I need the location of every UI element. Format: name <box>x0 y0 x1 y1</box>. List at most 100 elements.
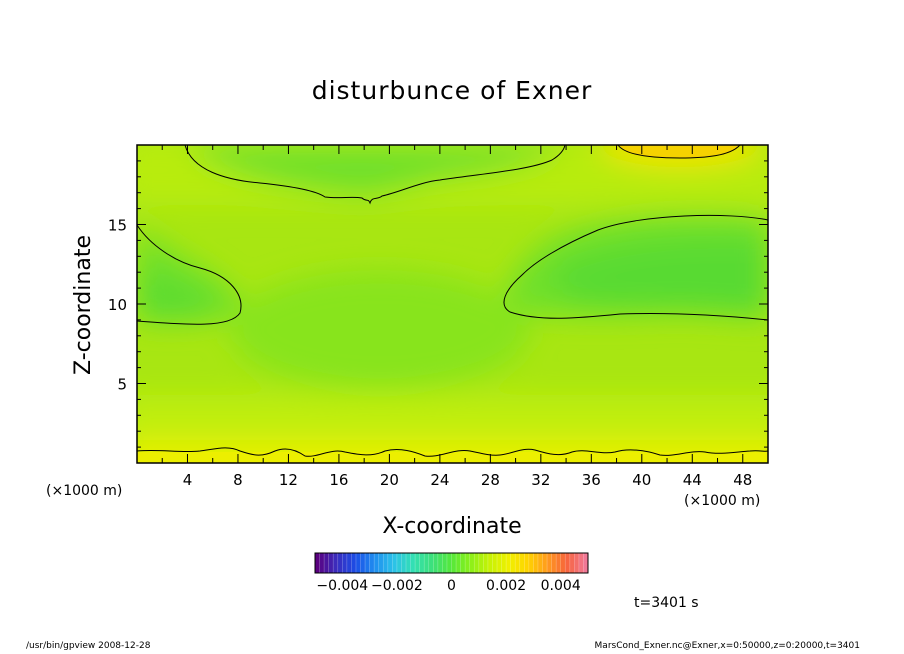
y-tick-label: 10 <box>108 296 127 314</box>
colorbar-swatch <box>537 553 543 573</box>
colorbar-swatch <box>556 553 561 573</box>
colorbar-swatch <box>406 553 411 573</box>
colorbar-swatch <box>351 553 357 573</box>
colorbar-swatch <box>460 553 466 573</box>
colorbar-swatch <box>401 553 407 573</box>
x-tick-label: 44 <box>683 471 702 489</box>
colorbar-swatch <box>515 553 521 573</box>
x-unit-label-right: (×1000 m) <box>684 493 761 509</box>
x-tick-label: 20 <box>380 471 399 489</box>
colorbar-swatch <box>547 553 552 573</box>
colorbar-swatch <box>383 553 389 573</box>
colorbar-tick-label: 0.002 <box>486 578 526 594</box>
colorbar-swatch <box>433 553 439 573</box>
colorbar-swatch <box>328 553 334 573</box>
x-axis-ticks: 4 8 12 16 20 24 28 32 36 40 44 48 <box>161 145 752 489</box>
contour-right <box>503 214 768 321</box>
colorbar-swatch <box>574 553 580 573</box>
colorbar-swatch <box>337 553 343 573</box>
colorbar-tick-label: −0.002 <box>371 578 423 594</box>
colorbar-swatch <box>410 553 416 573</box>
x-tick-label: 8 <box>233 471 243 489</box>
colorbar-swatch <box>478 553 484 573</box>
colorbar-swatch <box>396 553 402 573</box>
colorbar-swatch <box>456 553 461 573</box>
colorbar-swatch <box>424 553 430 573</box>
colorbar-swatch <box>483 553 489 573</box>
x-tick-label: 12 <box>279 471 298 489</box>
colorbar-swatch <box>419 553 425 573</box>
colorbar-swatch <box>506 553 511 573</box>
colorbar-swatch <box>333 553 339 573</box>
colorbar-swatch <box>565 553 571 573</box>
heatmap-field <box>137 145 768 463</box>
colorbar-swatch <box>578 553 584 573</box>
x-tick-label: 48 <box>733 471 752 489</box>
x-tick-label: 32 <box>531 471 550 489</box>
colorbar-swatch <box>551 553 557 573</box>
x-tick-label: 16 <box>329 471 348 489</box>
colorbar-swatch <box>501 553 507 573</box>
colorbar-swatch <box>528 553 534 573</box>
colorbar-swatch <box>355 553 361 573</box>
colorbar-swatch <box>437 553 443 573</box>
x-tick-label: 24 <box>430 471 449 489</box>
colorbar-ticks: −0.004 −0.002 0 0.002 0.004 <box>316 578 580 594</box>
colorbar-swatch <box>392 553 398 573</box>
colorbar-swatch <box>378 553 384 573</box>
colorbar-swatch <box>542 553 548 573</box>
y-axis-label: Z-coordinate <box>71 235 96 375</box>
colorbar-swatch <box>324 553 329 573</box>
colorbar-swatch <box>474 553 480 573</box>
colorbar-swatch <box>315 553 320 573</box>
colorbar-swatch <box>342 553 348 573</box>
x-axis-label: X-coordinate <box>382 514 522 539</box>
colorbar-swatch <box>533 553 539 573</box>
colorbar-swatch <box>319 553 325 573</box>
colorbar-swatch <box>583 553 589 573</box>
colorbar-swatch <box>492 553 498 573</box>
colorbar-swatch <box>360 553 366 573</box>
x-tick-label: 4 <box>183 471 193 489</box>
colorbar-tick-label: −0.004 <box>316 578 368 594</box>
colorbar-swatch <box>442 553 448 573</box>
y-axis-ticks: 5 10 15 <box>108 160 768 448</box>
colorbar-swatch <box>465 553 470 573</box>
colorbar-swatch <box>469 553 475 573</box>
colorbar-swatch <box>415 553 420 573</box>
colorbar-swatch <box>346 553 352 573</box>
colorbar-swatch <box>524 553 530 573</box>
contour-top-center <box>184 145 566 205</box>
contour-left <box>137 224 242 325</box>
colorbar-swatch <box>519 553 525 573</box>
colorbar-swatch <box>487 553 493 573</box>
colorbar-swatch <box>560 553 566 573</box>
colorbar-swatch <box>497 553 502 573</box>
x-unit-label-left: (×1000 m) <box>46 483 123 499</box>
x-tick-label: 36 <box>582 471 601 489</box>
colorbar-swatch <box>365 553 370 573</box>
contour-top-right <box>617 145 741 159</box>
x-tick-label: 40 <box>632 471 651 489</box>
chart-title: disturbunce of Exner <box>311 76 593 105</box>
footer-program-info: /usr/bin/gpview 2008-12-28 <box>26 641 151 651</box>
x-tick-label: 28 <box>481 471 500 489</box>
colorbar-swatch <box>451 553 457 573</box>
colorbar: −0.004 −0.002 0 0.002 0.004 <box>314 552 589 594</box>
time-label: t=3401 s <box>634 595 699 611</box>
colorbar-swatch <box>374 553 379 573</box>
contour-bottom <box>137 447 768 457</box>
colorbar-tick-label: 0.004 <box>541 578 581 594</box>
footer-data-source: MarsCond_Exner.nc@Exner,x=0:50000,z=0:20… <box>594 641 860 651</box>
colorbar-swatch <box>369 553 375 573</box>
colorbar-swatch <box>446 553 452 573</box>
y-tick-label: 5 <box>117 376 127 394</box>
colorbar-swatches <box>314 553 589 573</box>
contour-lines <box>137 145 768 457</box>
colorbar-swatch <box>569 553 575 573</box>
colorbar-swatch <box>510 553 516 573</box>
colorbar-tick-label: 0 <box>447 578 456 594</box>
y-tick-label: 15 <box>108 217 127 235</box>
colorbar-swatch <box>428 553 434 573</box>
